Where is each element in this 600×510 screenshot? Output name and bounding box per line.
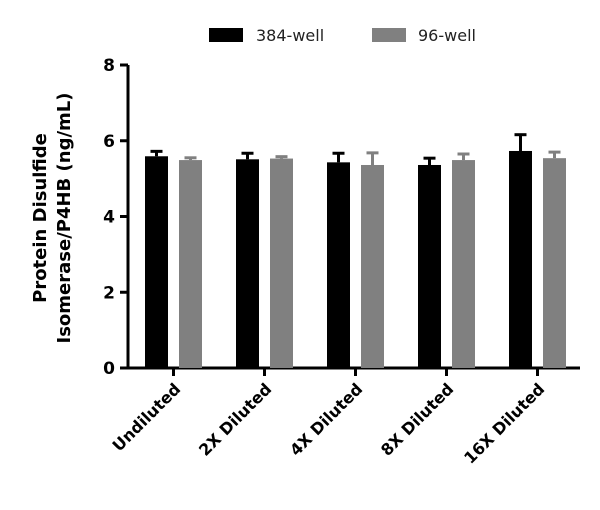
bar-384-well — [236, 159, 259, 368]
legend: 384-well 96-well — [209, 26, 476, 45]
bar-96-well — [543, 158, 566, 368]
y-tick-label: 6 — [103, 132, 115, 152]
bar-96-well — [452, 160, 475, 368]
bar-384-well — [145, 156, 168, 368]
legend-label-96-well: 96-well — [418, 26, 476, 45]
x-tick-label: Undiluted — [109, 379, 185, 455]
bar-96-well — [270, 158, 293, 368]
y-tick-label: 8 — [103, 56, 115, 76]
bar-96-well — [361, 164, 384, 368]
legend-swatch-96-well — [372, 28, 406, 42]
y-axis-label-line2: Isomerase/P4HB (ng/mL) — [54, 93, 75, 344]
x-tick-label: 2X Diluted — [195, 379, 275, 459]
x-tick-label: 16X Diluted — [460, 379, 548, 467]
bar-384-well — [509, 150, 532, 368]
x-tick-label: 4X Diluted — [286, 379, 366, 459]
y-axis-label-line1: Protein Disulfide — [30, 133, 51, 303]
x-tick-label: 8X Diluted — [377, 379, 457, 459]
bar-384-well — [327, 162, 350, 368]
legend-swatch-384-well — [209, 28, 243, 42]
bar-384-well — [418, 164, 441, 368]
y-tick-label: 0 — [103, 359, 115, 379]
bar-96-well — [179, 160, 202, 368]
y-tick-label: 4 — [103, 208, 115, 228]
y-tick-label: 2 — [103, 283, 115, 303]
legend-label-384-well: 384-well — [256, 26, 324, 45]
